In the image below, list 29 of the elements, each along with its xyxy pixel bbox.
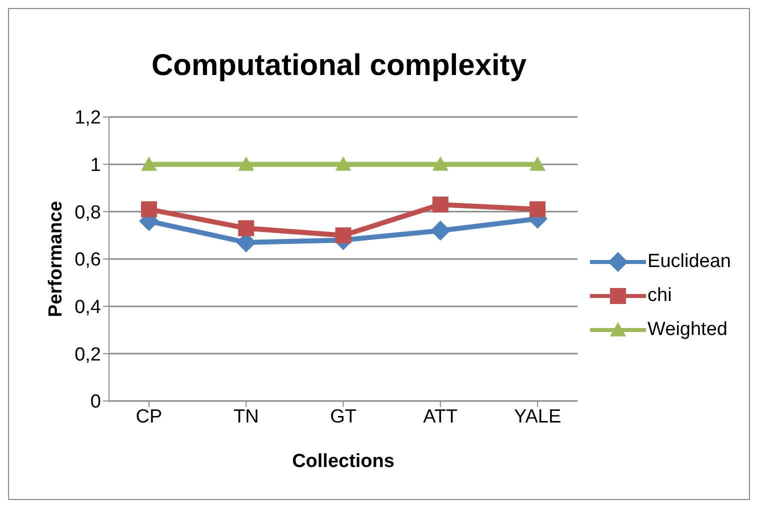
x-tick-label: TN [233,406,259,428]
x-tick-label: GT [330,406,357,428]
chart-title: Computational complexity [150,49,528,83]
point [430,220,450,241]
y-tick-label: 0 [90,392,101,413]
y-tick-label: 0,8 [74,202,101,224]
x-axis-title: Collections [292,451,394,472]
y-tick-label: 1,2 [74,108,101,129]
point [335,227,352,244]
legend-label: chi [648,285,672,307]
x-tick-label: YALE [514,406,562,428]
x-tick-label: ATT [423,406,458,428]
point [432,196,448,213]
point [141,201,157,218]
x-tick-label: CP [136,406,162,428]
y-axis-title: Performance [46,200,67,318]
y-tick-label: 0,4 [74,297,102,318]
point [238,220,254,236]
y-tick-label: 0,2 [74,344,101,366]
legend-label: Euclidean [648,251,731,273]
point [141,156,157,171]
point [530,201,546,218]
y-tick-label: 1 [90,155,101,176]
point [432,156,448,171]
point [335,156,352,171]
point [530,156,546,171]
y-tick-label: 0,6 [74,250,101,271]
point [238,156,254,171]
legend-label: Weighted [648,319,728,341]
